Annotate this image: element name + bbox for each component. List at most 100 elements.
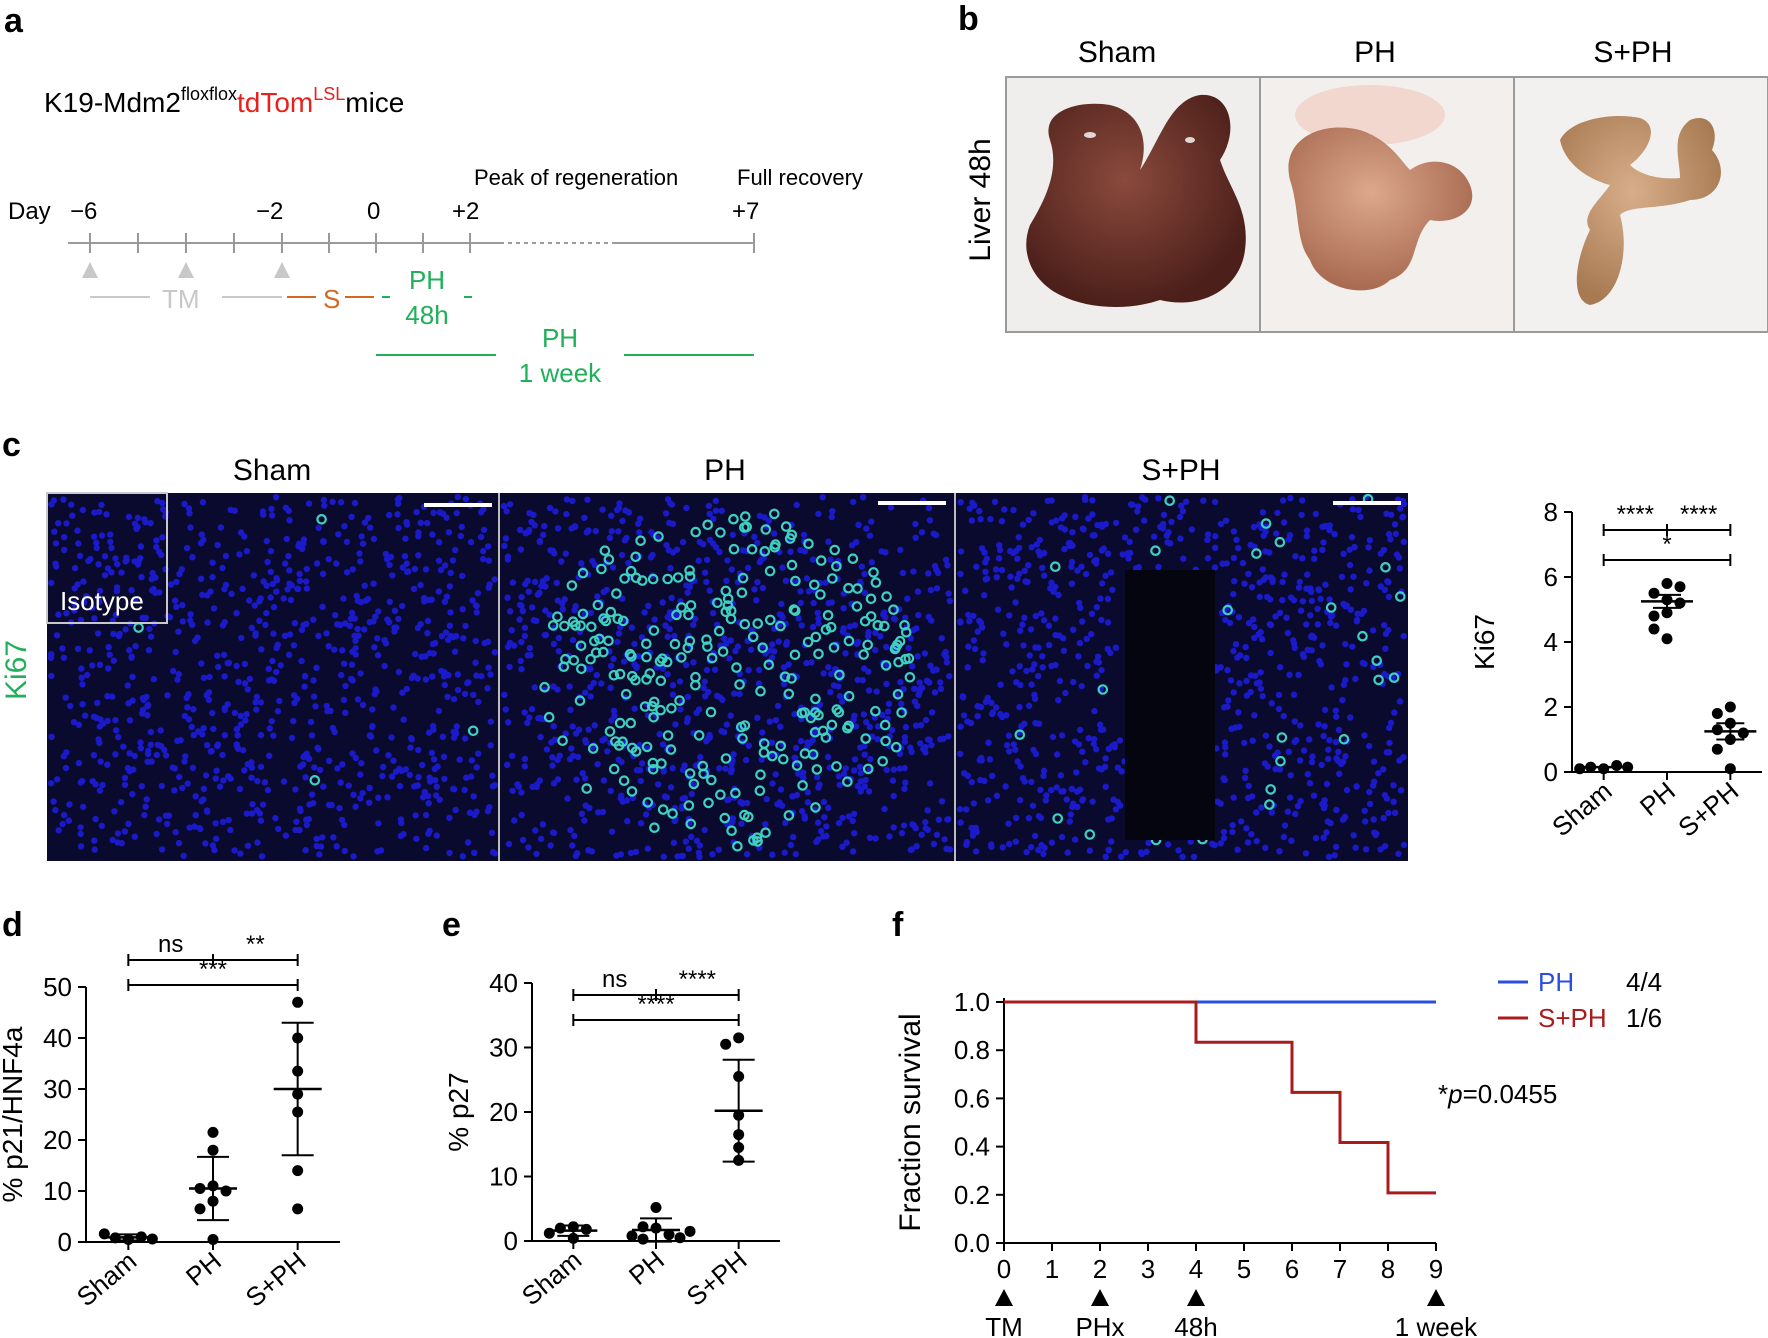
nucleus-dot bbox=[395, 615, 402, 623]
panel-letter-c: c bbox=[2, 426, 21, 464]
nucleus-dot bbox=[792, 744, 800, 752]
nucleus-dot bbox=[868, 559, 876, 566]
nucleus-dot bbox=[677, 706, 684, 713]
nucleus-dot bbox=[139, 706, 147, 713]
ki67-positive-dot bbox=[688, 778, 700, 790]
nucleus-dot bbox=[709, 851, 716, 858]
nucleus-dot bbox=[827, 688, 834, 696]
ki67-positive-dot bbox=[868, 567, 879, 578]
nucleus-dot bbox=[759, 584, 767, 592]
nucleus-dot bbox=[282, 504, 290, 511]
nucleus-dot bbox=[1077, 604, 1084, 612]
nucleus-dot bbox=[63, 520, 70, 527]
nucleus-dot bbox=[97, 758, 104, 765]
nucleus-dot bbox=[670, 839, 678, 846]
nucleus-dot bbox=[838, 698, 846, 705]
nucleus-dot bbox=[397, 832, 405, 840]
nucleus-dot bbox=[1072, 513, 1079, 520]
nucleus-dot bbox=[109, 836, 116, 844]
nucleus-dot bbox=[177, 737, 184, 744]
nucleus-dot bbox=[1342, 753, 1349, 760]
nucleus-dot bbox=[1396, 757, 1403, 764]
nucleus-dot bbox=[473, 764, 480, 771]
nucleus-dot bbox=[96, 598, 103, 606]
ki67-positive-dot bbox=[610, 736, 621, 747]
nucleus-dot bbox=[420, 594, 428, 602]
ph48-label-line2: 48h bbox=[405, 300, 448, 330]
nucleus-dot bbox=[200, 674, 208, 682]
nucleus-dot bbox=[435, 588, 442, 595]
nucleus-dot bbox=[933, 566, 940, 573]
ki67-positive-dot bbox=[739, 809, 750, 821]
nucleus-dot bbox=[459, 606, 466, 613]
nucleus-dot bbox=[1056, 677, 1064, 685]
ki67-positive-dot bbox=[891, 639, 903, 651]
nucleus-dot bbox=[341, 847, 348, 855]
nucleus-dot bbox=[213, 767, 220, 774]
nucleus-dot bbox=[745, 742, 752, 749]
ki67-positive-dot bbox=[662, 730, 674, 741]
nucleus-dot bbox=[231, 507, 238, 514]
nucleus-dot bbox=[861, 742, 868, 750]
data-point bbox=[650, 1201, 662, 1213]
nucleus-dot bbox=[1230, 647, 1237, 655]
nucleus-dot bbox=[284, 586, 291, 593]
nucleus-dot bbox=[215, 663, 222, 671]
nucleus-dot bbox=[447, 609, 454, 616]
tm-arrow-icon-2 bbox=[178, 262, 194, 278]
ki67-positive-dot bbox=[811, 764, 823, 775]
ki67-positive-dot bbox=[626, 742, 638, 754]
nucleus-dot bbox=[339, 647, 346, 654]
ki67-positive-dot bbox=[831, 560, 842, 572]
ki67-positive-dot bbox=[760, 827, 771, 838]
ki67-positive-dot bbox=[1388, 672, 1400, 683]
nucleus-dot bbox=[666, 519, 673, 527]
nucleus-dot bbox=[525, 588, 532, 595]
nucleus-dot bbox=[804, 789, 811, 796]
nucleus-dot bbox=[1134, 508, 1141, 515]
nucleus-dot bbox=[703, 666, 711, 674]
nucleus-dot bbox=[981, 777, 988, 785]
x-tick-label: 1 bbox=[1045, 1254, 1059, 1284]
nucleus-dot bbox=[915, 611, 922, 619]
nucleus-dot bbox=[182, 753, 189, 760]
nucleus-dot bbox=[296, 577, 304, 584]
nucleus-dot bbox=[1319, 642, 1326, 649]
nucleus-dot bbox=[1297, 607, 1305, 614]
nucleus-dot bbox=[759, 729, 766, 736]
nucleus-dot bbox=[1029, 666, 1036, 673]
nucleus-dot bbox=[546, 611, 553, 618]
nucleus-dot bbox=[1235, 544, 1242, 552]
y-tick-label: 0 bbox=[504, 1226, 518, 1256]
nucleus-dot bbox=[197, 575, 205, 582]
nucleus-dot bbox=[917, 722, 925, 729]
micrograph-ph bbox=[500, 493, 954, 861]
nucleus-dot bbox=[366, 799, 373, 806]
nucleus-dot bbox=[418, 653, 425, 660]
nucleus-dot bbox=[621, 537, 629, 544]
y-tick-label: 2 bbox=[1544, 692, 1558, 722]
ki67-positive-dot bbox=[880, 735, 891, 747]
ki67-positive-dot bbox=[903, 653, 915, 664]
nucleus-dot bbox=[424, 630, 431, 637]
ki67-positive-dot bbox=[574, 695, 586, 706]
nucleus-dot bbox=[443, 593, 451, 600]
nucleus-dot bbox=[1080, 526, 1087, 533]
nucleus-dot bbox=[1331, 531, 1338, 538]
significance-label: *** bbox=[199, 956, 227, 983]
nucleus-dot bbox=[925, 504, 933, 512]
ki67-positive-dot bbox=[626, 786, 638, 797]
nucleus-dot bbox=[1361, 660, 1368, 668]
nucleus-dot bbox=[403, 521, 411, 528]
nucleus-dot bbox=[343, 569, 351, 576]
nucleus-dot bbox=[1375, 770, 1382, 777]
nucleus-dot bbox=[619, 798, 626, 805]
nucleus-dot bbox=[968, 517, 976, 524]
nucleus-dot bbox=[1297, 798, 1304, 805]
nucleus-dot bbox=[434, 763, 441, 770]
nucleus-dot bbox=[473, 602, 480, 610]
nucleus-dot bbox=[1362, 818, 1369, 825]
nucleus-dot bbox=[989, 772, 996, 780]
ki67-positive-dot bbox=[842, 776, 853, 787]
nucleus-dot bbox=[1285, 748, 1293, 755]
